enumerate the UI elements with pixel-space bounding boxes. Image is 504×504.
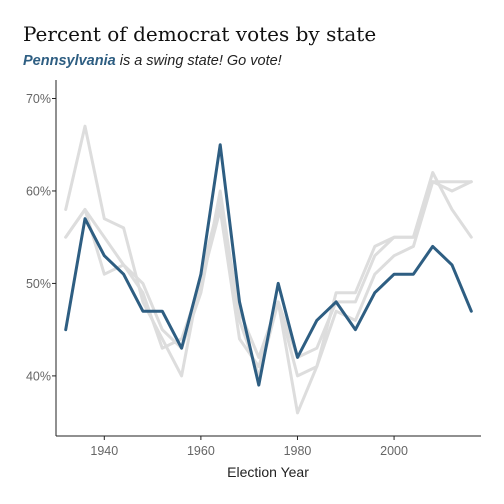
x-axis-title: Election Year [227, 464, 309, 480]
plot-lines [64, 124, 473, 415]
y-tick-label: 40% [26, 369, 51, 383]
y-tick-label: 50% [26, 277, 51, 291]
highlight-series-line [64, 143, 473, 387]
x-tick-label: 2000 [380, 444, 408, 458]
chart-title: Percent of democrat votes by state [23, 22, 377, 46]
x-axis-ticks: 1940 1960 1980 2000 [90, 436, 408, 458]
subtitle-text: is a swing state! Go vote! [115, 53, 282, 69]
y-axis-ticks: 40% 50% 60% 70% [26, 92, 56, 383]
subtitle-highlight-state: Pennsylvania [23, 53, 116, 69]
x-tick-label: 1940 [90, 444, 118, 458]
y-tick-label: 60% [26, 184, 51, 198]
x-tick-label: 1960 [187, 444, 215, 458]
chart-subtitle: Pennsylvania is a swing state! Go vote! [23, 53, 282, 69]
y-tick-label: 70% [26, 92, 51, 106]
x-tick-label: 1980 [284, 444, 312, 458]
